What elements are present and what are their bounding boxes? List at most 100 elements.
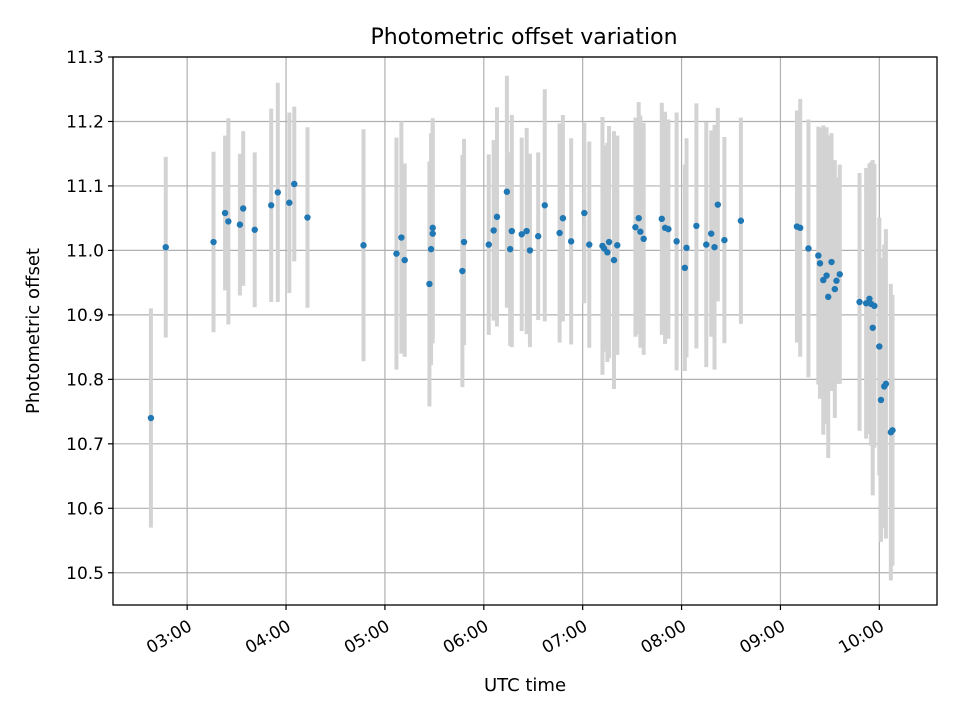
data-point — [493, 213, 501, 221]
data-point — [518, 231, 525, 238]
data-point — [693, 222, 700, 230]
data-point — [526, 247, 534, 254]
x-tick-label: 04:00 — [242, 616, 294, 658]
chart-title: Photometric offset variation — [370, 25, 677, 50]
data-point — [534, 233, 542, 240]
data-point — [683, 244, 690, 252]
data-point — [541, 202, 548, 209]
data-point — [286, 199, 293, 206]
data-point — [665, 225, 672, 233]
data-point — [429, 224, 436, 232]
y-axis-ticks: 10.5 10.6 10.7 10.8 10.9 11.0 11.1 11.2 11.3 — [66, 48, 113, 584]
data-point — [291, 180, 298, 188]
data-point — [460, 238, 468, 246]
data-point — [681, 264, 689, 272]
data-points — [147, 180, 896, 436]
x-tick-label: 09:00 — [737, 616, 789, 658]
x-tick-label: 08:00 — [638, 616, 690, 658]
data-point — [556, 229, 563, 237]
data-point — [508, 227, 516, 235]
data-point — [711, 243, 718, 251]
data-point — [836, 271, 843, 278]
plot-area-frame — [112, 56, 938, 606]
data-point — [635, 214, 642, 222]
x-tick-label: 03:00 — [143, 616, 195, 658]
x-tick-label: 05:00 — [341, 616, 393, 658]
data-point — [485, 241, 492, 248]
data-point — [869, 324, 876, 331]
y-tick-label: 11.1 — [66, 177, 104, 197]
data-point — [268, 202, 275, 209]
data-point — [833, 277, 840, 284]
data-point — [360, 242, 367, 249]
data-point — [427, 245, 435, 253]
data-point — [398, 234, 405, 241]
data-point — [856, 298, 863, 306]
data-point — [429, 230, 436, 237]
data-point — [640, 235, 647, 243]
data-point — [559, 214, 567, 222]
data-point — [831, 285, 839, 293]
data-point — [605, 238, 613, 246]
data-point — [877, 396, 885, 404]
data-point — [721, 236, 728, 244]
data-point — [162, 243, 169, 251]
data-point — [210, 238, 217, 246]
data-point — [236, 221, 244, 228]
data-point — [876, 343, 883, 350]
data-point — [274, 189, 281, 196]
x-tick-label: 10:00 — [835, 616, 887, 658]
data-point — [805, 245, 812, 252]
x-axis-label: UTC time — [484, 675, 566, 696]
data-point — [523, 227, 530, 235]
data-point — [604, 249, 611, 256]
data-point — [490, 227, 497, 234]
data-point — [586, 241, 593, 248]
data-point — [823, 272, 830, 279]
y-tick-label: 10.5 — [66, 564, 104, 584]
y-tick-label: 10.9 — [66, 306, 104, 326]
data-point — [708, 230, 715, 237]
data-point — [673, 238, 680, 245]
data-point — [251, 226, 258, 233]
y-tick-label: 10.7 — [66, 435, 104, 455]
data-point — [581, 209, 588, 217]
data-point — [221, 209, 229, 217]
data-point — [506, 245, 514, 253]
data-point — [393, 250, 400, 257]
data-point — [503, 188, 511, 195]
data-point — [714, 201, 722, 208]
data-point — [889, 427, 896, 434]
y-tick-label: 10.8 — [66, 370, 104, 390]
data-point — [632, 224, 639, 231]
x-tick-label: 07:00 — [539, 616, 591, 658]
data-point — [703, 241, 710, 248]
data-point — [239, 205, 247, 212]
data-point — [304, 214, 311, 221]
data-point — [828, 258, 835, 266]
data-point — [866, 295, 873, 302]
data-point — [871, 302, 878, 310]
data-point — [825, 293, 832, 301]
data-point — [816, 260, 824, 267]
data-point — [426, 280, 433, 288]
y-tick-label: 11.0 — [66, 241, 104, 261]
data-point — [658, 215, 665, 223]
y-tick-label: 10.6 — [66, 499, 104, 519]
y-axis-label: Photometric offset — [23, 248, 44, 414]
data-point — [815, 252, 822, 259]
data-point — [567, 238, 575, 245]
data-point — [797, 224, 804, 232]
data-point — [820, 276, 827, 284]
data-point — [614, 242, 621, 249]
data-point — [401, 256, 408, 264]
data-point — [882, 380, 890, 388]
x-tick-label: 06:00 — [440, 616, 492, 658]
data-point — [225, 218, 232, 225]
data-point — [610, 256, 618, 264]
error-bars — [148, 75, 895, 581]
data-point — [862, 300, 870, 307]
data-point — [637, 228, 644, 235]
data-point — [147, 414, 155, 422]
